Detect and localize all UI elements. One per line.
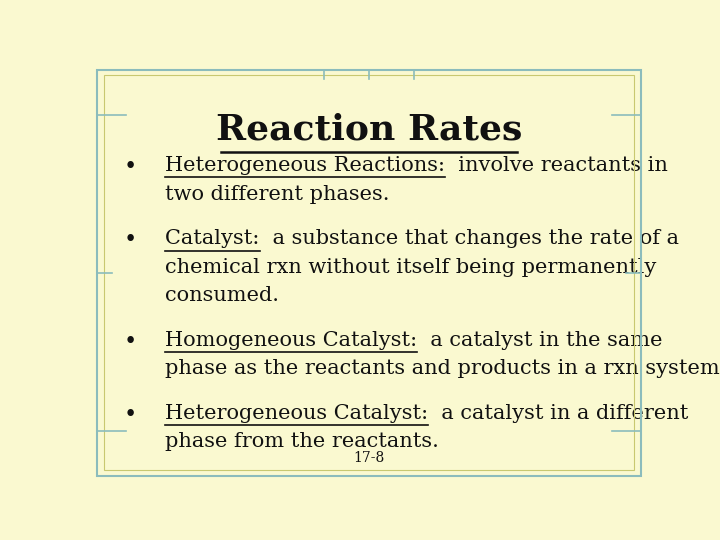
Text: •: • [124, 331, 137, 353]
Text: Homogeneous Catalyst:  a catalyst in the same: Homogeneous Catalyst: a catalyst in the … [166, 331, 663, 350]
Text: Catalyst:  a substance that changes the rate of a: Catalyst: a substance that changes the r… [166, 230, 680, 248]
Text: consumed.: consumed. [166, 286, 279, 305]
Text: phase as the reactants and products in a rxn system.: phase as the reactants and products in a… [166, 359, 720, 378]
Text: 17-8: 17-8 [354, 451, 384, 465]
Text: •: • [124, 156, 137, 178]
Text: •: • [124, 404, 137, 426]
Text: chemical rxn without itself being permanently: chemical rxn without itself being perman… [166, 258, 657, 276]
Text: Heterogeneous Reactions:  involve reactants in: Heterogeneous Reactions: involve reactan… [166, 156, 668, 176]
Text: two different phases.: two different phases. [166, 185, 390, 204]
Text: •: • [124, 230, 137, 252]
Text: Heterogeneous Catalyst:  a catalyst in a different: Heterogeneous Catalyst: a catalyst in a … [166, 404, 689, 423]
Text: Reaction Rates: Reaction Rates [216, 113, 522, 147]
Text: phase from the reactants.: phase from the reactants. [166, 433, 439, 451]
